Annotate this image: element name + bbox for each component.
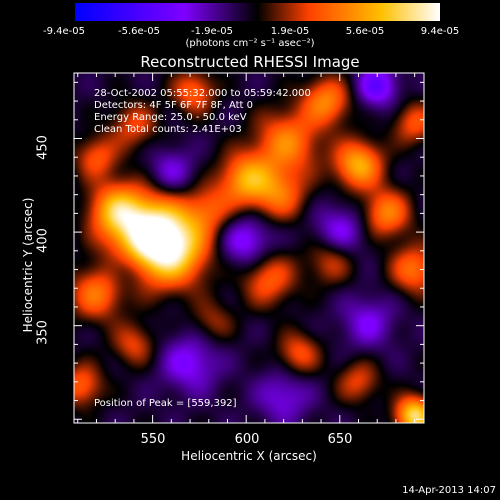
axis-tick-marks (74, 73, 424, 423)
info-energy: Energy Range: 25.0 - 50.0 keV (94, 112, 247, 123)
info-clean: Clean Total counts: 2.41E+03 (94, 124, 242, 135)
info-peak: Position of Peak = [559,392] (94, 398, 237, 409)
x-tick-label: 650 (327, 432, 353, 447)
colorbar-units: (photons cm⁻² s⁻¹ asec⁻²) (185, 38, 315, 49)
info-detectors: Detectors: 4F 5F 6F 7F 8F, Att 0 (94, 100, 254, 111)
y-tick-label: 400 (35, 228, 51, 253)
colorbar-tick: 5.6e-05 (345, 26, 385, 37)
y-tick-label: 450 (35, 135, 51, 160)
heatmap-image (74, 73, 424, 423)
x-axis-label: Heliocentric X (arcsec) (181, 449, 317, 463)
y-axis-label: Heliocentric Y (arcsec) (21, 197, 35, 333)
x-tick-label: 550 (140, 432, 166, 447)
x-tick-label: 600 (234, 432, 260, 447)
timestamp: 14-Apr-2013 14:07 (402, 485, 496, 496)
colorbar-tick: -9.4e-05 (43, 26, 85, 37)
colorbar-tick: 9.4e-05 (420, 26, 460, 37)
colorbar-tick: -1.9e-05 (191, 26, 233, 37)
plot-frame (73, 72, 425, 424)
colorbar (75, 3, 440, 21)
colorbar-tick: -5.6e-05 (118, 26, 160, 37)
colorbar-tick: 1.9e-05 (270, 26, 310, 37)
chart-title: Reconstructed RHESSI Image (140, 53, 360, 71)
info-time: 28-Oct-2002 05:55:32.000 to 05:59:42.000 (94, 88, 311, 99)
y-tick-label: 350 (35, 320, 51, 345)
